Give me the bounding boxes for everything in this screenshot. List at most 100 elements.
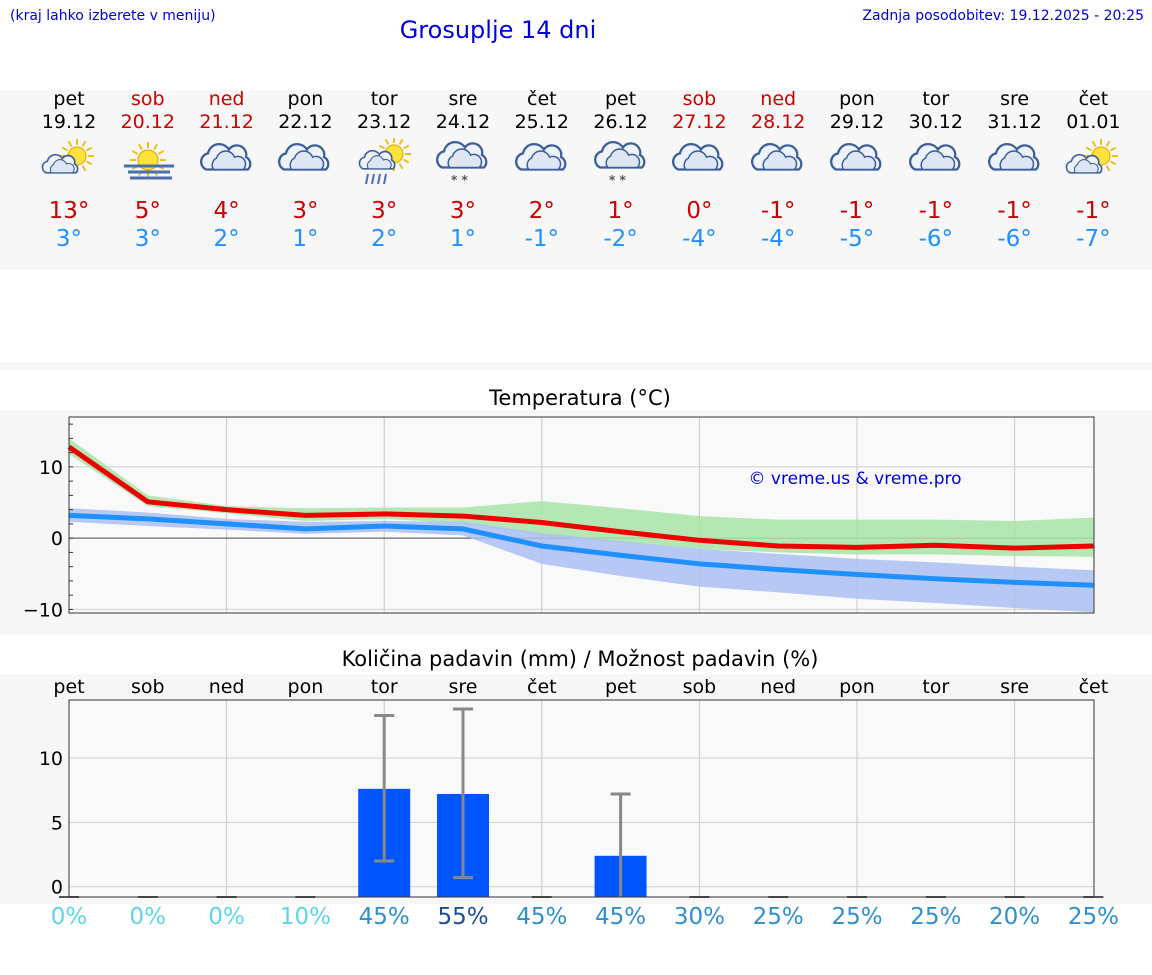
precipitation-error-bar xyxy=(374,713,395,863)
temperature-chart: −10 0 10 © vreme.us & vreme.pro xyxy=(0,410,1152,635)
precipitation-y-tick-label: 5 xyxy=(51,812,63,834)
day-column: pon 29.12 -1° -5° xyxy=(817,88,897,253)
precipitation-category-label: tor xyxy=(371,676,398,698)
day-date: 22.12 xyxy=(278,111,333,133)
day-name: sre xyxy=(1000,88,1030,110)
max-temperature: 0° xyxy=(686,198,713,224)
max-temperature-range-band xyxy=(69,438,1094,557)
day-name: pon xyxy=(287,88,324,110)
day-name: ned xyxy=(208,88,245,110)
cloudy-icon xyxy=(829,143,882,171)
precipitation-chart: pet sob ned pon tor sre čet pet sob ned pon tor sre č… xyxy=(0,674,1152,904)
precipitation-probability: 25% xyxy=(752,904,804,930)
temperature-y-tick-label: −10 xyxy=(23,599,63,621)
precipitation-probability: 45% xyxy=(595,904,647,930)
precipitation-plot-frame xyxy=(68,699,1095,898)
cloudy-icon xyxy=(278,143,330,171)
precipitation-category-label: sre xyxy=(1000,676,1029,698)
precipitation-category-label: pet xyxy=(605,676,636,698)
day-name: čet xyxy=(1078,88,1109,110)
precipitation-probability: 20% xyxy=(989,904,1041,930)
precipitation-category-label: sre xyxy=(449,676,478,698)
precipitation-probability: 45% xyxy=(358,904,410,930)
min-temperature: -6° xyxy=(918,226,954,252)
precipitation-probability: 25% xyxy=(910,904,962,930)
day-date: 01.01 xyxy=(1066,111,1121,133)
day-column: sob 20.12 5° 3° xyxy=(108,88,188,253)
temperature-chart-title: Temperatura (°C) xyxy=(489,386,671,410)
last-update-label: Zadnja posodobitev: 19.12.2025 - 20:25 xyxy=(862,8,1144,24)
min-temperature: 3° xyxy=(134,226,161,252)
day-column: sre 31.12 -1° -6° xyxy=(975,88,1055,253)
max-temperature: -1° xyxy=(760,198,796,224)
precipitation-probability: 0% xyxy=(208,904,245,930)
cloudy-icon xyxy=(672,143,724,171)
max-temperature: 3° xyxy=(371,198,398,224)
precipitation-y-tick-label: 0 xyxy=(51,877,63,899)
sun-fog-icon xyxy=(123,142,174,180)
min-temperature-line xyxy=(68,512,1094,588)
min-temperature: 3° xyxy=(55,226,83,252)
sun-cloud-icon xyxy=(1066,139,1119,174)
precipitation-chart-title: Količina padavin (mm) / Možnost padavin … xyxy=(341,647,819,671)
day-name: tor xyxy=(922,88,950,110)
day-name: pon xyxy=(839,88,875,110)
day-date: 27.12 xyxy=(672,111,727,133)
cloudy-snow-icon: * * xyxy=(593,141,645,187)
day-name: sob xyxy=(131,88,165,110)
precipitation-category-label: pon xyxy=(839,676,875,698)
day-column: pet 19.12 13° 3° xyxy=(29,88,109,253)
min-temperature: -4° xyxy=(682,226,717,252)
day-column: čet 25.12 2° -1° xyxy=(502,88,582,253)
max-temperature: -1° xyxy=(1076,198,1111,224)
precipitation-probability: 0% xyxy=(50,904,88,930)
precipitation-category-label: sob xyxy=(683,676,717,698)
day-name: sob xyxy=(682,88,717,110)
precipitation-category-label: sob xyxy=(131,676,165,698)
day-name: sre xyxy=(448,88,478,110)
location-menu-hint: (kraj lahko izberete v meniju) xyxy=(10,8,216,24)
cloudy-snow-icon: * * xyxy=(435,141,488,187)
day-column: pon 22.12 3° 1° xyxy=(265,88,345,253)
max-temperature: 2° xyxy=(528,198,555,224)
page-title: Grosuplje 14 dni xyxy=(399,16,597,44)
precipitation-error-bar xyxy=(610,792,631,897)
precipitation-y-tick-label: 10 xyxy=(39,748,63,770)
precipitation-category-label: ned xyxy=(209,676,245,698)
day-column: čet 01.01 -1° -7° xyxy=(1053,88,1133,253)
min-temperature: -1° xyxy=(524,226,560,252)
max-temperature: 1° xyxy=(607,198,634,224)
day-date: 29.12 xyxy=(829,111,885,133)
day-date: 30.12 xyxy=(908,111,963,133)
temperature-plot-frame xyxy=(68,416,1095,614)
day-column: sre 24.12 * * 3° 1° xyxy=(423,88,503,253)
svg-text:* *: * * xyxy=(451,173,468,187)
day-name: ned xyxy=(760,88,797,110)
day-date: 28.12 xyxy=(750,111,806,133)
max-temperature: 4° xyxy=(213,198,240,224)
precipitation-category-label: ned xyxy=(760,676,796,698)
separator-band xyxy=(0,362,1152,370)
precipitation-category-label: čet xyxy=(527,676,557,698)
chart-watermark: © vreme.us & vreme.pro xyxy=(748,469,961,489)
temperature-y-tick-label: 0 xyxy=(51,528,63,550)
max-temperature: 5° xyxy=(134,198,161,224)
precipitation-category-label: pon xyxy=(288,676,324,698)
cloudy-icon xyxy=(199,143,251,171)
day-date: 20.12 xyxy=(120,111,175,133)
cloudy-icon xyxy=(751,143,803,171)
precipitation-category-label: pet xyxy=(53,676,84,698)
precipitation-error-bar xyxy=(453,707,473,880)
precipitation-category-label: čet xyxy=(1079,676,1109,698)
day-date: 19.12 xyxy=(41,111,97,133)
cloudy-icon xyxy=(908,143,961,171)
day-name: pet xyxy=(604,88,637,110)
day-column: pet 26.12 * * 1° -2° xyxy=(581,88,661,253)
temperature-y-tick-label: 10 xyxy=(39,457,63,479)
min-temperature: -6° xyxy=(997,226,1032,252)
cloudy-icon xyxy=(514,143,567,171)
daily-forecast-panel xyxy=(0,90,1152,270)
precipitation-probability-row: 0% 0% 0% 10% 45% 55% 45% 45% 30% 25% 25% 25% 20% 25% xyxy=(0,904,1152,934)
day-date: 26.12 xyxy=(593,111,648,133)
day-date: 21.12 xyxy=(199,111,254,133)
